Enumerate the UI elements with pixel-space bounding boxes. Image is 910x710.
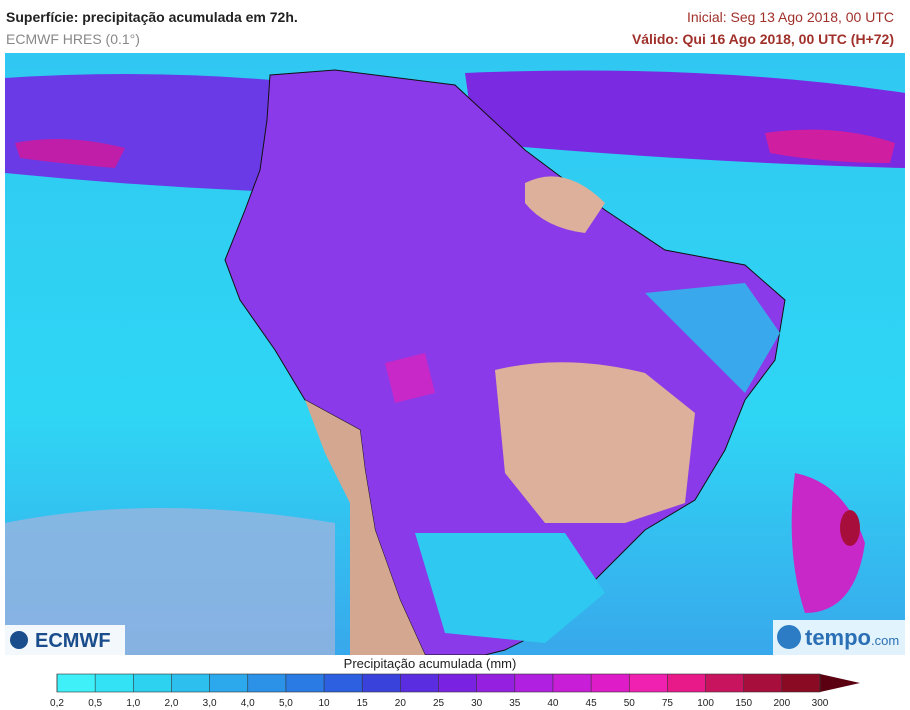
colorbar-label: 0,5	[88, 698, 102, 709]
color-swatch	[781, 674, 821, 692]
logo-icon	[777, 625, 801, 649]
dry-area	[495, 362, 695, 523]
colorbar-label: 75	[662, 698, 674, 709]
colorbar-label: 4,0	[241, 698, 255, 709]
initial-time: Inicial: Seg 13 Ago 2018, 00 UTC	[686, 9, 894, 25]
colorbar-label: 35	[509, 698, 521, 709]
map: ECMWF tempo.com	[5, 53, 905, 655]
color-swatch	[552, 674, 592, 692]
heavy-rain	[385, 353, 435, 403]
colorbar: Precipitação acumulada (mm) 0,2 0,5 1,0 2,0…	[50, 656, 860, 709]
logo-icon	[10, 631, 28, 649]
dry-ocean	[5, 508, 335, 655]
color-swatch	[247, 674, 287, 692]
colorbar-label: 1,0	[126, 698, 140, 709]
map-title: Superfície: precipitação acumulada em 72…	[6, 9, 298, 25]
colorbar-label: 15	[357, 698, 369, 709]
valid-time: Válido: Qui 16 Ago 2018, 00 UTC (H+72)	[631, 31, 894, 47]
heavy-rain	[840, 510, 860, 546]
andes-dry	[305, 400, 425, 655]
heavy-rain	[765, 129, 895, 163]
colorbar-label: 5,0	[279, 698, 293, 709]
colorbar-label: 45	[586, 698, 598, 709]
rain-cell	[791, 473, 865, 613]
colorbar-label: 40	[547, 698, 559, 709]
color-swatch	[438, 674, 478, 692]
model-label: ECMWF HRES (0.1°)	[6, 31, 140, 47]
colorbar-label: 100	[697, 698, 714, 709]
dry-area	[525, 176, 605, 233]
color-swatch	[95, 674, 134, 692]
color-swatch	[362, 674, 401, 692]
color-swatch	[514, 674, 554, 692]
light-rain	[415, 533, 605, 643]
tempo-logo: tempo.com	[805, 625, 899, 650]
color-swatch	[705, 674, 745, 692]
colorbar-label: 3,0	[203, 698, 217, 709]
heavy-rain	[15, 139, 125, 168]
color-swatch	[171, 674, 211, 692]
colorbar-label: 25	[433, 698, 445, 709]
color-swatch	[743, 674, 783, 692]
color-swatch	[209, 674, 249, 692]
color-swatch	[667, 674, 707, 692]
color-swatch	[591, 674, 630, 692]
color-swatch	[57, 674, 96, 692]
color-swatch	[400, 674, 439, 692]
colorbar-label: 20	[395, 698, 407, 709]
colorbar-label: 10	[318, 698, 330, 709]
color-swatch	[476, 674, 516, 692]
color-swatch	[285, 674, 325, 692]
colorbar-label: 200	[774, 698, 791, 709]
colorbar-label: 150	[735, 698, 752, 709]
colorbar-title: Precipitação acumulada (mm)	[344, 656, 517, 671]
color-arrow	[820, 674, 860, 692]
colorbar-label: 0,2	[50, 698, 64, 709]
colorbar-label: 30	[471, 698, 483, 709]
colorbar-label: 2,0	[164, 698, 178, 709]
ecmwf-logo: ECMWF	[35, 630, 111, 652]
color-swatch	[629, 674, 668, 692]
colorbar-label: 300	[812, 698, 829, 709]
colorbar-label: 50	[624, 698, 636, 709]
color-swatch	[324, 674, 363, 692]
color-swatch	[133, 674, 172, 692]
light-rain	[645, 283, 780, 393]
